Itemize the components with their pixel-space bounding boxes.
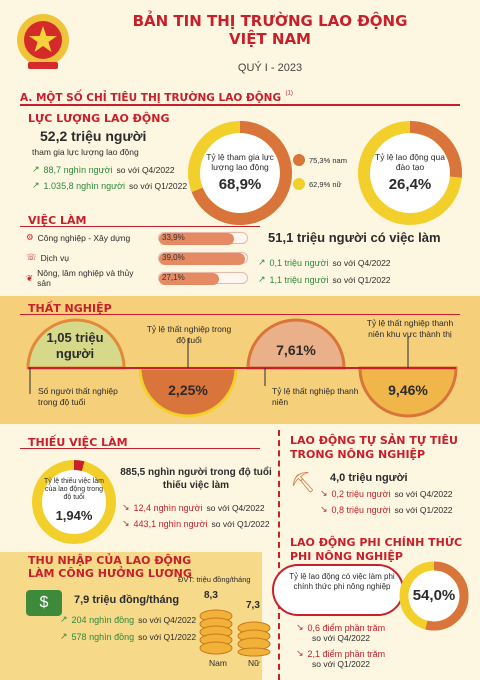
self-employed-title: LAO ĐỘNG TỰ SẢN TỰ TIÊU TRONG NÔNG NGHIỆ… — [290, 434, 458, 461]
underemployment-change-q4: ↘ 12,4 nghìn người so với Q4/2022 — [122, 502, 265, 513]
labor-force-value: 52,2 triệu người — [40, 128, 147, 144]
employment-change-q4: ↗ 0,1 triệu người so với Q4/2022 — [258, 257, 391, 268]
column-divider — [278, 430, 280, 680]
underemployment-change-q1: ↘ 443,1 nghìn người so với Q1/2022 — [122, 518, 270, 529]
trend-down-icon: ↘ — [296, 622, 304, 632]
trained-value: 26,4% — [388, 176, 432, 193]
trend-up-icon: ↗ — [60, 614, 68, 624]
male-legend-dot — [293, 154, 305, 166]
trend-down-icon: ↘ — [122, 502, 130, 512]
unemployed-count-value: 1,05 triệu người — [46, 330, 104, 361]
informal-change-q4: ↘ 0,6 điểm phần trăm — [296, 622, 386, 633]
trend-down-icon: ↘ — [320, 504, 328, 514]
labor-force-change-q4: ↗ 88,7 nghìn người so với Q4/2022 — [32, 164, 175, 175]
informal-change-q1-text: so với Q1/2022 — [312, 659, 371, 669]
labor-force-change-q1: ↗ 1.035,8 nghìn người so với Q1/2022 — [32, 180, 188, 191]
youth-unemployment-value: 7,61% — [276, 342, 316, 358]
male-participation: 75,3% nam — [293, 154, 347, 166]
urban-youth-unemployment-value: 9,46% — [388, 382, 428, 398]
self-employed-change-q4: ↘ 0,2 triệu người so với Q4/2022 — [320, 488, 453, 499]
informal-label-box — [272, 564, 404, 616]
sector-row: ❦ Nông, lâm nghiệp và thủy sản — [26, 268, 134, 288]
underemployment-divider — [20, 448, 260, 449]
income-unit: ĐVT: triệu đồng/tháng — [178, 575, 251, 584]
unemployment-title: THẤT NGHIỆP — [28, 302, 112, 315]
informal-rate-label: Tỷ lệ lao động có việc làm phi chính thứ… — [289, 572, 395, 591]
income-title: THU NHẬP CỦA LAO ĐỘNG LÀM CÔNG HƯỞNG LƯƠ… — [28, 554, 192, 580]
self-employed-change-q1: ↘ 0,8 triệu người so với Q1/2022 — [320, 504, 453, 515]
income-change-q1: ↗ 578 nghìn đồng so với Q1/2022 — [60, 631, 197, 642]
section-a-title: A. MỘT SỐ CHỈ TIÊU THỊ TRƯỜNG LAO ĐỘNG — [20, 92, 282, 104]
page-title: BẢN TIN THỊ TRƯỜNG LAO ĐỘNG VIỆT NAM — [132, 12, 408, 48]
income-female-label: Nữ — [248, 658, 260, 668]
informal-ring: 54,0% — [398, 560, 470, 632]
underemployment-rate-value: 1,94% — [55, 508, 93, 523]
trend-down-icon: ↘ — [122, 518, 130, 528]
income-value: 7,9 triệu đồng/tháng — [74, 594, 180, 606]
farmer-icon: ⛏ — [290, 472, 316, 494]
underemployment-ring: Tỷ lệ thiếu việc làm của lao động trong … — [30, 458, 118, 546]
page-subtitle: QUÝ I - 2023 — [237, 62, 303, 74]
money-icon: $ — [26, 590, 62, 616]
income-change-q4: ↗ 204 nghìn đồng so với Q4/2022 — [60, 614, 197, 625]
employment-divider — [20, 226, 260, 227]
underemployment-count: 885,5 nghìn người trong độ tuổi thiếu vi… — [120, 467, 272, 491]
unemployment-rate-label: Tỷ lệ thất nghiệp trong độ tuổi — [146, 324, 232, 345]
informal-title: LAO ĐỘNG PHI CHÍNH THỨC PHI NÔNG NGHIỆP — [290, 536, 463, 563]
unemployment-divider — [20, 314, 460, 315]
income-female-value: 7,3 — [246, 600, 260, 611]
participation-value: 68,9% — [218, 176, 262, 193]
underemployment-title: THIẾU VIỆC LÀM — [28, 436, 128, 449]
informal-change-q1: ↘ 2,1 điểm phần trăm — [296, 648, 386, 659]
informal-change-q4-text: so với Q4/2022 — [312, 633, 371, 643]
urban-youth-unemployment-label: Tỷ lệ thất nghiệp thanh niên khu vực thà… — [366, 318, 454, 339]
employment-change-q1: ↗ 1,1 triệu người so với Q1/2022 — [258, 274, 391, 285]
unemployed-count-label: Số người thất nghiệp trong độ tuổi — [38, 386, 118, 407]
sector-value-industry: 33,9% — [162, 233, 185, 242]
factory-icon: ⚙ — [26, 232, 34, 242]
service-icon: ☏ — [26, 252, 37, 262]
participation-ring: Tỷ lệ tham gia lực lượng lao động 68,9% — [185, 118, 295, 228]
trend-up-icon: ↗ — [258, 257, 266, 267]
labor-force-title: LỰC LƯỢNG LAO ĐỘNG — [28, 112, 170, 125]
national-emblem-icon — [14, 10, 72, 74]
unemployment-shapes — [26, 318, 458, 418]
sector-row: ☏ Dịch vụ — [26, 252, 69, 263]
sector-bar-agriculture — [158, 272, 248, 285]
trend-down-icon: ↘ — [320, 488, 328, 498]
sector-bar-service — [158, 252, 248, 265]
income-male-value: 8,3 — [204, 590, 218, 601]
income-male-label: Nam — [209, 658, 227, 668]
trend-down-icon: ↘ — [296, 648, 304, 658]
labor-force-desc: tham gia lực lượng lao động — [32, 147, 139, 157]
employment-sectors: ⚙ Công nghiệp - Xây dựng 33,9% ☏ Dịch vụ… — [26, 232, 248, 292]
employment-total: 51,1 triệu người có việc làm — [268, 230, 441, 245]
trained-ring: Tỷ lệ lao động qua đào tạo 26,4% — [355, 118, 465, 228]
trend-up-icon: ↗ — [60, 631, 68, 641]
sector-value-service: 39,0% — [162, 253, 185, 262]
section-a-note: (1) — [285, 90, 293, 97]
trained-label: Tỷ lệ lao động qua đào tạo — [375, 152, 445, 172]
female-participation: 62,9% nữ — [293, 178, 342, 190]
trend-up-icon: ↗ — [32, 164, 40, 174]
farming-icon: ❦ — [26, 272, 34, 283]
sector-row: ⚙ Công nghiệp - Xây dựng — [26, 232, 131, 243]
informal-rate-value: 54,0% — [412, 587, 456, 604]
self-employed-value: 4,0 triệu người — [330, 472, 408, 484]
female-legend-dot — [293, 178, 305, 190]
employment-title: VIỆC LÀM — [28, 214, 87, 227]
coin-stack-icon — [199, 609, 271, 657]
sector-value-agriculture: 27,1% — [162, 273, 185, 282]
unemployment-rate-value: 2,25% — [168, 382, 208, 398]
section-a-header: A. MỘT SỐ CHỈ TIÊU THỊ TRƯỜNG LAO ĐỘNG (… — [20, 88, 460, 106]
youth-unemployment-label: Tỷ lệ thất nghiệp thanh niên — [272, 386, 359, 407]
sector-bar-industry — [158, 232, 248, 245]
trend-up-icon: ↗ — [258, 274, 266, 284]
trend-up-icon: ↗ — [32, 180, 40, 190]
participation-label: Tỷ lệ tham gia lực lượng lao động — [206, 152, 274, 172]
underemployment-rate-label: Tỷ lệ thiếu việc làm của lao động trong … — [44, 478, 104, 501]
